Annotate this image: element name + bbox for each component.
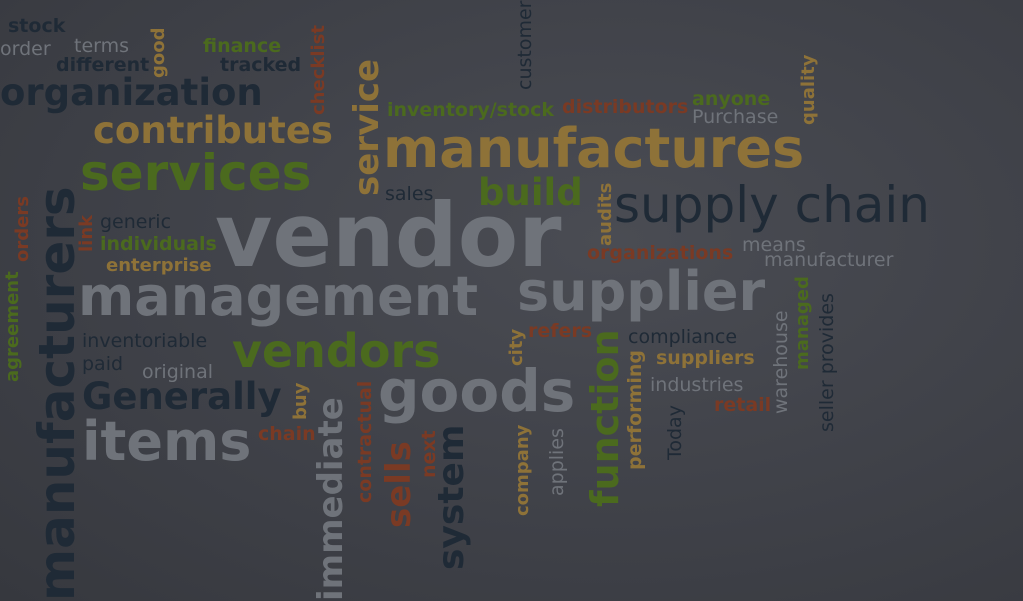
- word-tracked: tracked: [220, 54, 302, 76]
- word-stock: stock: [8, 15, 66, 37]
- word-system: system: [431, 424, 472, 570]
- word-inventoriable: inventoriable: [82, 330, 208, 352]
- word-generic: generic: [100, 211, 172, 233]
- word-chain: chain: [258, 423, 316, 445]
- word-contractual: contractual: [354, 380, 376, 503]
- word-sales: sales: [385, 183, 434, 205]
- word-supply-chain: supply chain: [614, 176, 930, 234]
- word-management: management: [78, 265, 479, 328]
- word-supplier: supplier: [517, 260, 766, 323]
- word-inventory-stock: inventory/stock: [387, 99, 555, 121]
- word-performing: performing: [624, 350, 646, 470]
- word-goods: goods: [378, 357, 576, 425]
- word-paid: paid: [82, 353, 124, 375]
- word-industries: industries: [650, 374, 744, 396]
- word-seller-provides: seller provides: [816, 293, 838, 432]
- word-refers: refers: [528, 320, 593, 342]
- word-sells: sells: [379, 441, 419, 528]
- word-original: original: [142, 361, 214, 383]
- word-vendor: vendor: [215, 184, 562, 287]
- word-anyone: anyone: [692, 88, 771, 110]
- word-seller: seller: [816, 380, 838, 432]
- word-suppliers: suppliers: [656, 347, 755, 369]
- word-immediate: immediate: [311, 397, 351, 601]
- word-buy: buy: [290, 382, 311, 420]
- word-quality: quality: [798, 54, 819, 125]
- word-purchase: Purchase: [692, 106, 779, 128]
- word-function: function: [583, 329, 627, 507]
- word-compliance: compliance: [628, 326, 738, 348]
- word-contributes: contributes: [93, 109, 333, 152]
- word-manufacturers: manufacturers: [28, 186, 86, 601]
- word-enterprise: enterprise: [106, 255, 212, 276]
- word-applies: applies: [546, 428, 568, 496]
- word-warehouse: warehouse: [770, 310, 792, 414]
- word-organizations: organizations: [587, 242, 734, 264]
- word-organization: organization: [0, 71, 263, 114]
- word-manufactures: manufactures: [383, 117, 805, 180]
- word-finance: finance: [203, 35, 282, 57]
- word-manufacturer: manufacturer: [764, 249, 894, 271]
- word-agreement: agreement: [2, 271, 23, 382]
- word-customer: customer: [514, 0, 536, 90]
- word-individuals: individuals: [100, 233, 217, 255]
- word-audits: audits: [595, 182, 616, 246]
- word-company: company: [512, 424, 533, 516]
- word-retail: retail: [714, 394, 772, 416]
- word-today: Today: [664, 405, 686, 460]
- word-provides: provides: [816, 293, 838, 375]
- word-items: items: [82, 410, 252, 473]
- word-means: means: [742, 234, 806, 256]
- word-managed: managed: [792, 276, 813, 370]
- word-checklist: checklist: [308, 25, 329, 115]
- word-order: order: [0, 38, 51, 60]
- word-different: different: [56, 54, 150, 76]
- word-build: build: [478, 171, 583, 214]
- word-vendors: vendors: [232, 324, 441, 378]
- word-services: services: [80, 144, 312, 202]
- word-distributors: distributors: [562, 96, 689, 118]
- word-terms: terms: [74, 35, 130, 57]
- word-service: service: [347, 58, 387, 196]
- word-generally: Generally: [82, 375, 282, 418]
